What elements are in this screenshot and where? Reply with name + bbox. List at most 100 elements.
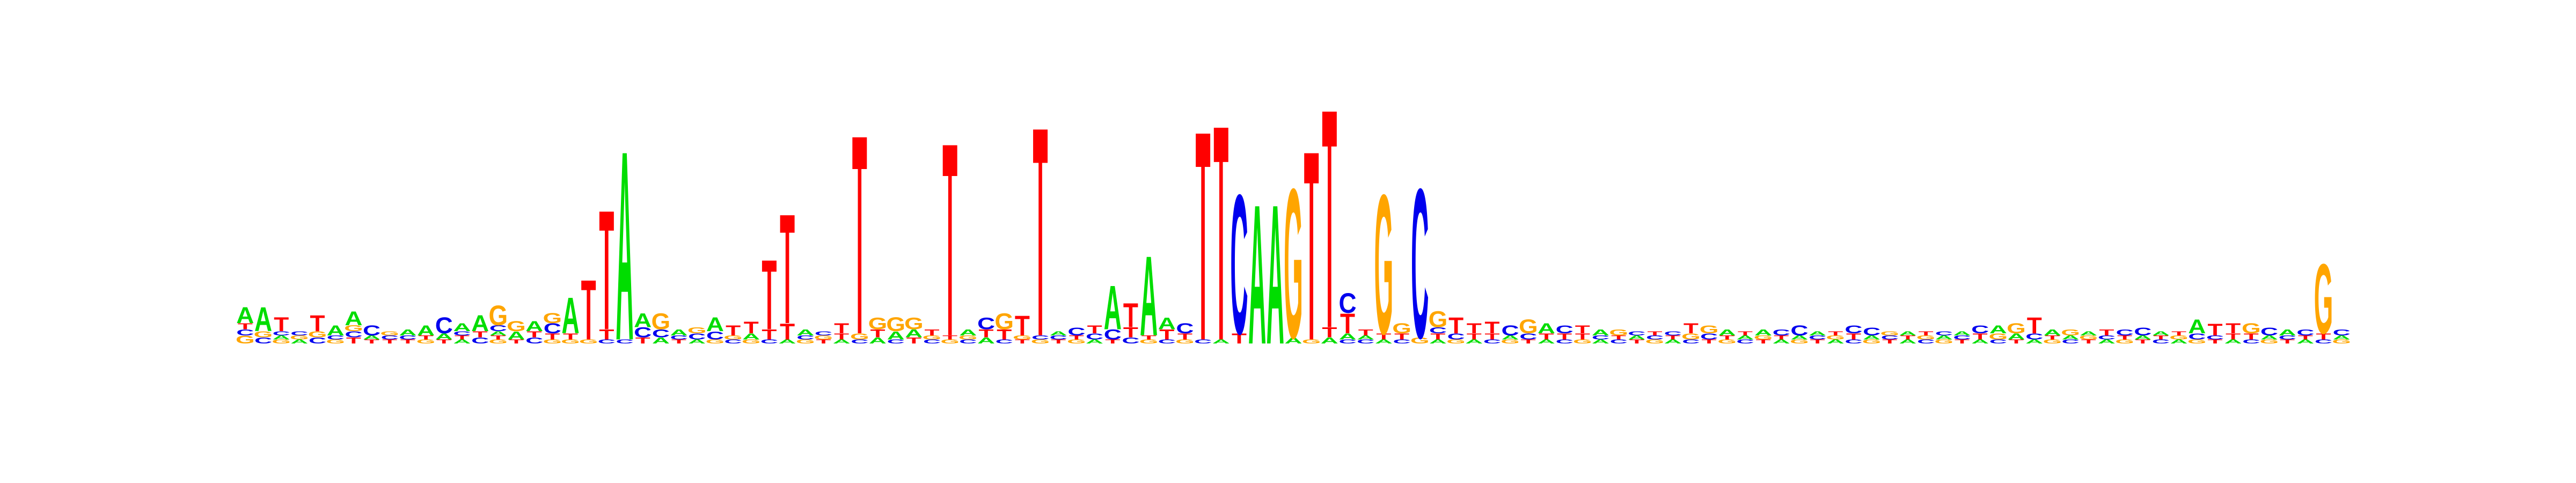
logo-letter-g: G [1862,339,1882,345]
logo-letter-t: T [1015,310,1030,342]
logo-letter-a: A [1989,323,2007,336]
logo-letter-t: T [2226,320,2241,336]
logo-letter-a: A [1592,339,1609,345]
logo-letter-a: A [2296,339,2314,345]
logo-letter-c: C [724,339,742,345]
logo-letter-t: T [1738,331,1753,337]
logo-letter-c: C [1845,339,1862,345]
logo-letter-c: C [1845,323,1862,336]
logo-letter-g: G [1374,153,1394,376]
logo-letter-g: G [1880,331,1899,337]
logo-letter-t: T [925,328,940,338]
logo-letter-c: C [1050,334,1067,341]
logo-letter-t: T [274,313,289,335]
logo-letter-a: A [1140,232,1158,360]
logo-letter-c: C [996,339,1013,345]
logo-letter-c: C [1664,331,1682,337]
logo-letter-t: T [473,330,488,340]
logo-letter-t: T [1358,328,1373,338]
logo-letter-a: A [959,328,977,338]
logo-letter-a: A [417,323,435,339]
logo-letter-g: G [886,313,905,335]
logo-letter-g: G [1302,339,1321,345]
logo-letter-t: T [1159,326,1174,342]
logo-letter-t: T [1846,332,1861,341]
logo-letter-a: A [2170,339,2188,345]
logo-letter-a: A [254,301,272,339]
logo-letter-a: A [1664,339,1682,345]
logo-letter-a: A [1158,314,1176,333]
logo-letter-c: C [1953,334,1971,341]
logo-letter-t: T [1051,339,1066,345]
logo-letter-t: T [1430,332,1445,341]
logo-letter-t: T [581,262,596,357]
logo-letter-c: C [1086,332,1103,341]
logo-letter-g: G [1031,339,1050,345]
logo-letter-t: T [2207,339,2222,345]
logo-letter-t: T [762,239,777,350]
logo-letter-a: A [1465,339,1483,345]
logo-letter-t: T [2316,332,2331,341]
logo-letter-c: C [670,334,687,341]
logo-letter-a: A [833,339,851,345]
logo-letter-c: C [2152,339,2170,345]
logo-letter-g: G [1519,315,1538,338]
logo-letter-t: T [364,339,379,345]
logo-letter-a: A [1718,328,1736,338]
logo-letter-a: A [525,318,543,334]
logo-letter-t: T [1774,334,1789,341]
logo-letter-c: C [273,331,290,337]
logo-letter-g: G [1284,145,1303,383]
logo-letter-g: G [1681,332,1701,341]
logo-letter-c: C [815,331,832,337]
logo-letter-a: A [887,329,905,342]
logo-letter-c: C [1338,339,1356,345]
logo-letter-g: G [723,334,743,341]
logo-letter-c: C [796,334,814,341]
logo-letter-t: T [1087,323,1102,336]
logo-letter-t: T [509,339,524,345]
logo-letter-g: G [2332,339,2351,345]
logo-letter-c: C [381,334,399,341]
logo-letter-a: A [1104,273,1122,342]
logo-letter-t: T [870,327,885,340]
logo-letter-c: C [471,336,489,346]
logo-letter-g: G [850,332,869,341]
logo-letter-g: G [706,339,725,345]
logo-letter-c: C [2134,325,2151,338]
logo-letter-g: G [2115,339,2134,345]
logo-letter-t: T [762,326,777,342]
logo-letter-c: C [1646,334,1664,341]
logo-letter-t: T [2298,334,2313,341]
logo-letter-t: T [834,332,849,341]
logo-letter-t: T [1900,334,1915,341]
logo-letter-g: G [1645,339,1665,345]
logo-letter-c: C [309,336,326,346]
logo-letter-t: T [1919,331,1934,337]
logo-letter-a: A [2007,332,2025,341]
logo-letter-g: G [579,339,598,345]
logo-letter-a: A [1502,334,1519,341]
logo-letter-t: T [436,339,451,345]
logo-letter-c: C [327,334,345,341]
logo-letter-g: G [1934,339,1953,345]
logo-letter-c: C [345,330,362,340]
logo-letter-c: C [923,339,941,345]
logo-letter-c: C [2315,339,2332,345]
logo-letter-g: G [561,339,580,345]
logo-letter-c: C [2206,334,2224,341]
logo-letter-a: A [2061,334,2079,341]
logo-letter-t: T [1141,334,1157,341]
logo-letter-t: T [780,182,795,357]
logo-letter-g: G [1067,339,1086,345]
logo-letter-c: C [1790,323,1808,339]
logo-letter-a: A [1212,339,1230,345]
logo-letter-g: G [543,339,562,345]
logo-letter-t: T [816,339,831,345]
logo-letter-t: T [2153,334,2168,341]
logo-letter-a: A [1863,334,1880,341]
logo-letter-t: T [906,336,921,346]
logo-letter-a: A [1899,339,1916,345]
logo-letter-g: G [1429,307,1448,332]
logo-letter-a: A [1375,339,1393,345]
